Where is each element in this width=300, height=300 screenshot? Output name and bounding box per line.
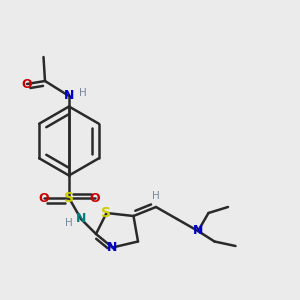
Text: H: H (152, 190, 160, 201)
Text: O: O (38, 191, 49, 205)
Text: H: H (65, 218, 73, 229)
Text: H: H (79, 88, 86, 98)
Text: S: S (101, 206, 112, 220)
Text: O: O (22, 77, 32, 91)
Text: N: N (64, 89, 74, 103)
Text: S: S (64, 191, 74, 205)
Text: N: N (76, 212, 86, 226)
Text: N: N (107, 241, 118, 254)
Text: O: O (89, 191, 100, 205)
Text: N: N (193, 224, 203, 238)
